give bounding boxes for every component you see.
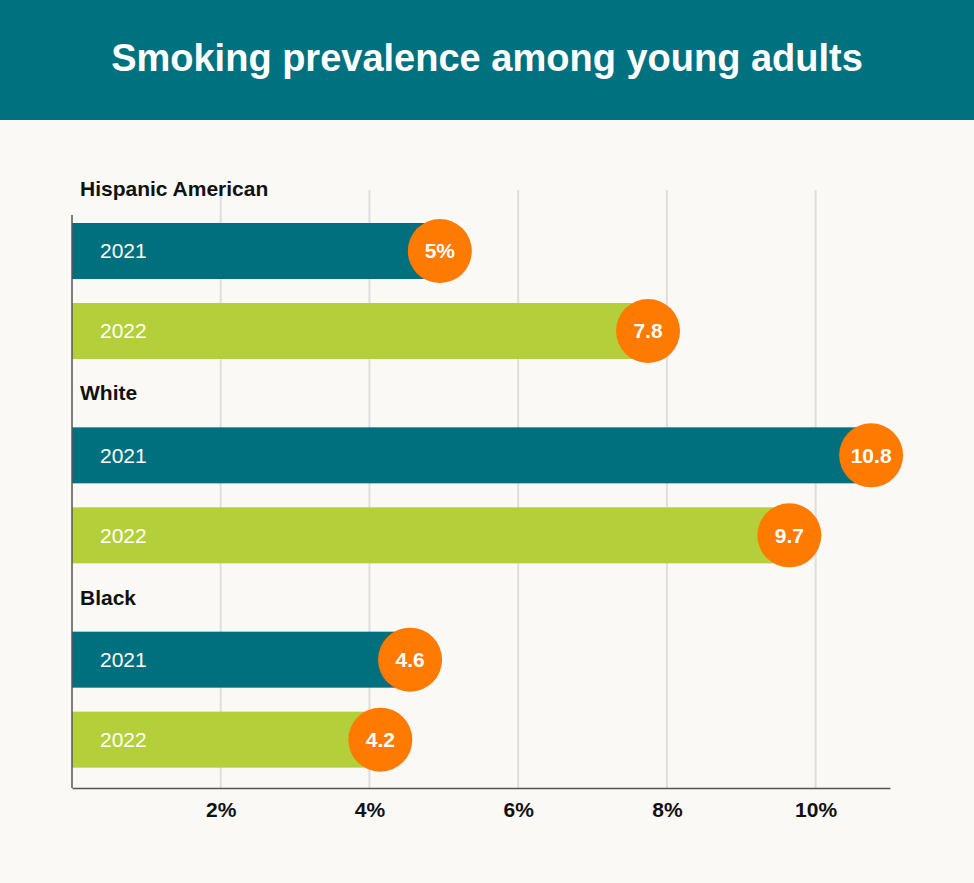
label-badge [757, 503, 821, 567]
data-label: 9.7 [775, 524, 804, 547]
category-label: White [80, 381, 137, 404]
tick: 2% [206, 788, 237, 821]
bar [72, 427, 875, 483]
tick-label: 2% [206, 798, 237, 821]
tick-label: 4% [355, 798, 386, 821]
data-label: 7.8 [633, 319, 663, 342]
series-label: 2021 [100, 444, 147, 467]
grid-line [368, 190, 370, 788]
tick: 10% [795, 788, 837, 821]
tick: 6% [504, 788, 535, 821]
bars [72, 223, 875, 768]
tick: 8% [652, 788, 683, 821]
series-label: 2021 [100, 648, 147, 671]
category-label: Black [80, 586, 136, 609]
x-axis: 2% 4% 6% 8% 10% [73, 788, 891, 821]
bar [72, 712, 384, 768]
bar [72, 632, 414, 688]
labels: Hispanic American White Black 2021 5% 2021 10.… [80, 177, 903, 772]
background [0, 0, 974, 883]
data-label: 10.8 [851, 444, 892, 467]
label-badge [616, 299, 680, 363]
label-badge [408, 219, 472, 283]
grid-line [666, 190, 668, 788]
tick: 4% [355, 788, 386, 821]
title: Smoking prevalence among young adults [111, 37, 863, 79]
tick-label: 6% [504, 798, 535, 821]
data-label: 5% [425, 239, 456, 262]
series-label: 2022 [100, 728, 147, 751]
header-band [0, 0, 974, 120]
grid-line [517, 190, 519, 788]
series-label: 2022 [100, 319, 147, 342]
tick-label: 10% [795, 798, 837, 821]
grid-line [220, 190, 222, 788]
tick-label: 8% [652, 798, 683, 821]
label-badge [348, 708, 412, 772]
label-badge [839, 423, 903, 487]
data-label: 4.2 [366, 728, 395, 751]
bar [72, 507, 793, 563]
grid [221, 190, 816, 788]
axis-line [73, 788, 891, 790]
bar [72, 223, 444, 279]
bar [72, 303, 652, 359]
grid-line [815, 190, 817, 788]
category-label: Hispanic American [80, 177, 268, 200]
label-badge [378, 628, 442, 692]
y-axis-line [71, 215, 73, 788]
series-label: 2021 [100, 239, 147, 262]
data-label: 4.6 [395, 648, 424, 671]
series-label: 2022 [100, 524, 147, 547]
chart: Smoking prevalence among young adults His… [0, 0, 974, 883]
